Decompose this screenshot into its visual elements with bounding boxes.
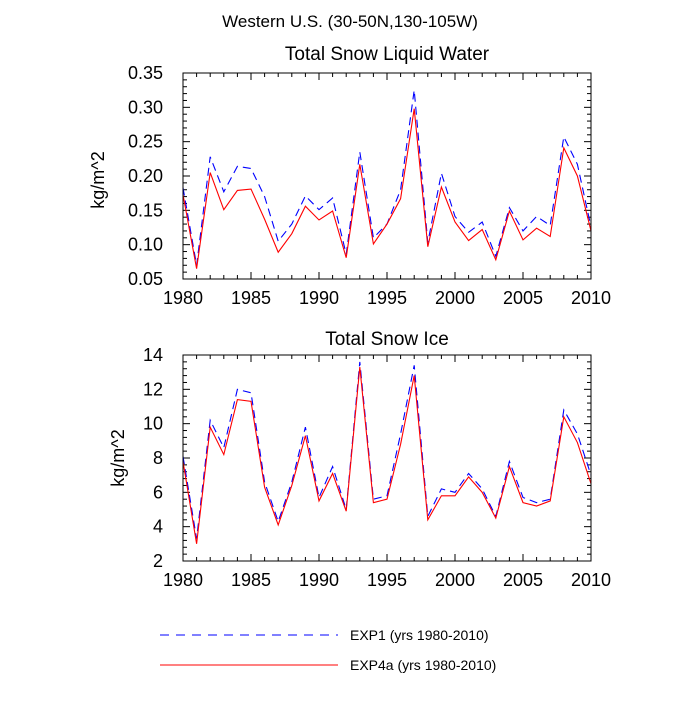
- panel2-series: [183, 362, 591, 544]
- panel1-series-exp1-line: [183, 90, 591, 265]
- panel2-tick-labels: 1980 1985 1990 1995 2000 2005 2010 2 4 6 8 10 12 14: [143, 345, 611, 590]
- panel1-frame: [183, 73, 591, 279]
- panel2-xtick-label: 2000: [435, 570, 475, 590]
- panel1-tick-labels: 1980 1985 1990 1995 2000 2005 2010 0.05 0.10 0.15…: [128, 63, 611, 308]
- panel-snow-ice: Total Snow Ice kg/m^2 1980 1985 1990 1995 20…: [108, 329, 611, 590]
- panel1-ytick-label: 0.25: [128, 132, 163, 152]
- panel2-xtick-label: 2005: [503, 570, 543, 590]
- panel1-ylabel: kg/m^2: [88, 151, 108, 208]
- panel2-ytick-label: 6: [153, 482, 163, 502]
- panel2-ytick-label: 2: [153, 551, 163, 571]
- panel1-xtick-label: 1995: [367, 288, 407, 308]
- legend-label-exp4a: EXP4a (yrs 1980-2010): [350, 657, 496, 673]
- panel2-frame: [183, 355, 591, 561]
- panel2-ytick-label: 8: [153, 448, 163, 468]
- panel1-title: Total Snow Liquid Water: [285, 44, 490, 65]
- panel1-ytick-label: 0.05: [128, 269, 163, 289]
- panel1-ytick-label: 0.20: [128, 166, 163, 186]
- panel2-xtick-label: 1985: [231, 570, 271, 590]
- panel1-ticks: [183, 73, 591, 279]
- panel2-series-exp4a-line: [183, 367, 591, 544]
- panel2-ytick-label: 14: [143, 345, 163, 365]
- panel2-series-exp1-line: [183, 362, 591, 539]
- panel1-series: [183, 90, 591, 269]
- panel1-xtick-label: 1980: [163, 288, 203, 308]
- panel1-xtick-label: 1990: [299, 288, 339, 308]
- panel2-ytick-label: 10: [143, 414, 163, 434]
- panel2-xtick-label: 1990: [299, 570, 339, 590]
- panel2-ylabel: kg/m^2: [108, 429, 128, 486]
- legend-label-exp1: EXP1 (yrs 1980-2010): [350, 627, 489, 643]
- panel1-xtick-label: 2010: [571, 288, 611, 308]
- panel1-ytick-label: 0.15: [128, 200, 163, 220]
- panel1-ytick-label: 0.10: [128, 235, 163, 255]
- panel2-ytick-label: 4: [153, 517, 163, 537]
- panel2-ytick-label: 12: [143, 379, 163, 399]
- panel1-xtick-label: 1985: [231, 288, 271, 308]
- panel1-ytick-label: 0.35: [128, 63, 163, 83]
- panel1-series-exp4a-line: [183, 109, 591, 269]
- panel2-xtick-label: 1995: [367, 570, 407, 590]
- panel1-ytick-label: 0.30: [128, 97, 163, 117]
- panel2-title: Total Snow Ice: [325, 329, 449, 350]
- panel2-xtick-label: 1980: [163, 570, 203, 590]
- panel1-xtick-label: 2000: [435, 288, 475, 308]
- panel1-xtick-label: 2005: [503, 288, 543, 308]
- figure-title: Western U.S. (30-50N,130-105W): [222, 12, 478, 31]
- panel2-xtick-label: 2010: [571, 570, 611, 590]
- legend: EXP1 (yrs 1980-2010) EXP4a (yrs 1980-201…: [160, 627, 496, 673]
- panel2-ticks: [183, 355, 591, 561]
